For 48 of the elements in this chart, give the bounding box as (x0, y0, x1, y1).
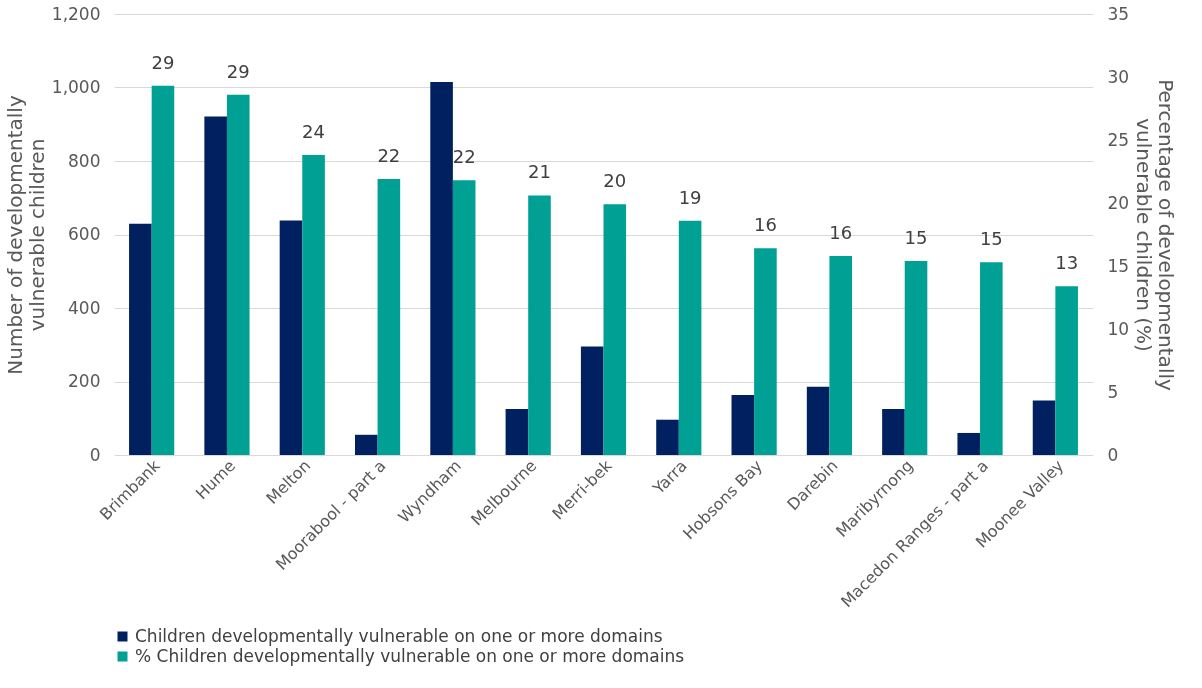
data-label: 24 (302, 121, 326, 143)
data-label: 29 (151, 51, 175, 73)
bar (829, 255, 853, 455)
bar (528, 195, 551, 455)
data-label: 13 (1055, 252, 1079, 274)
data-label: 19 (678, 186, 702, 208)
y2-tick-label: 15 (1107, 255, 1130, 276)
bar (603, 204, 627, 455)
data-label: 20 (603, 170, 627, 192)
y-tick-label: 600 (68, 224, 101, 244)
y2-tick-label: 25 (1107, 129, 1130, 150)
data-label: 22 (452, 146, 476, 168)
data-label: 16 (753, 214, 777, 236)
y2-tick-label: 30 (1107, 66, 1130, 87)
data-label: 15 (979, 228, 1003, 250)
y-tick-label: 200 (68, 371, 101, 391)
bar (1055, 286, 1078, 455)
legend-label: Children developmentally vulnerable on one or more domains (135, 625, 663, 646)
y-tick-label: 800 (68, 150, 101, 171)
y2-axis-title: Percentage of developmentally vulnerable children (%) (1132, 79, 1179, 391)
bar (354, 434, 378, 455)
y-tick-label: 1,000 (51, 77, 101, 97)
data-label: 16 (829, 221, 853, 243)
data-label: 15 (904, 226, 928, 248)
y2-tick-label: 10 (1107, 318, 1130, 339)
y2-tick-label: 35 (1107, 3, 1130, 24)
y-tick-label: 0 (89, 444, 101, 465)
bar (377, 179, 401, 455)
bar (882, 409, 905, 455)
y-axis-title: Number of developmentally vulnerable children (2, 95, 49, 375)
bar (656, 419, 679, 455)
bar (980, 262, 1003, 455)
bar (505, 409, 529, 455)
y2-tick-label: 20 (1107, 192, 1130, 213)
data-label: 22 (377, 145, 401, 167)
data-label: 21 (528, 161, 551, 183)
y-tick-label: 400 (68, 297, 101, 318)
y2-tick-label: 5 (1107, 381, 1119, 402)
data-label: 29 (226, 60, 250, 82)
bar (1032, 400, 1056, 455)
bar (904, 260, 928, 455)
legend-label: % Children developmentally vulnerable on one or more domains (135, 645, 685, 666)
bar (678, 220, 702, 455)
bar (754, 248, 777, 455)
y2-tick-label: 0 (1107, 444, 1119, 465)
y-tick-label: 1,200 (51, 3, 101, 24)
bar (957, 432, 981, 455)
bar (731, 395, 755, 455)
